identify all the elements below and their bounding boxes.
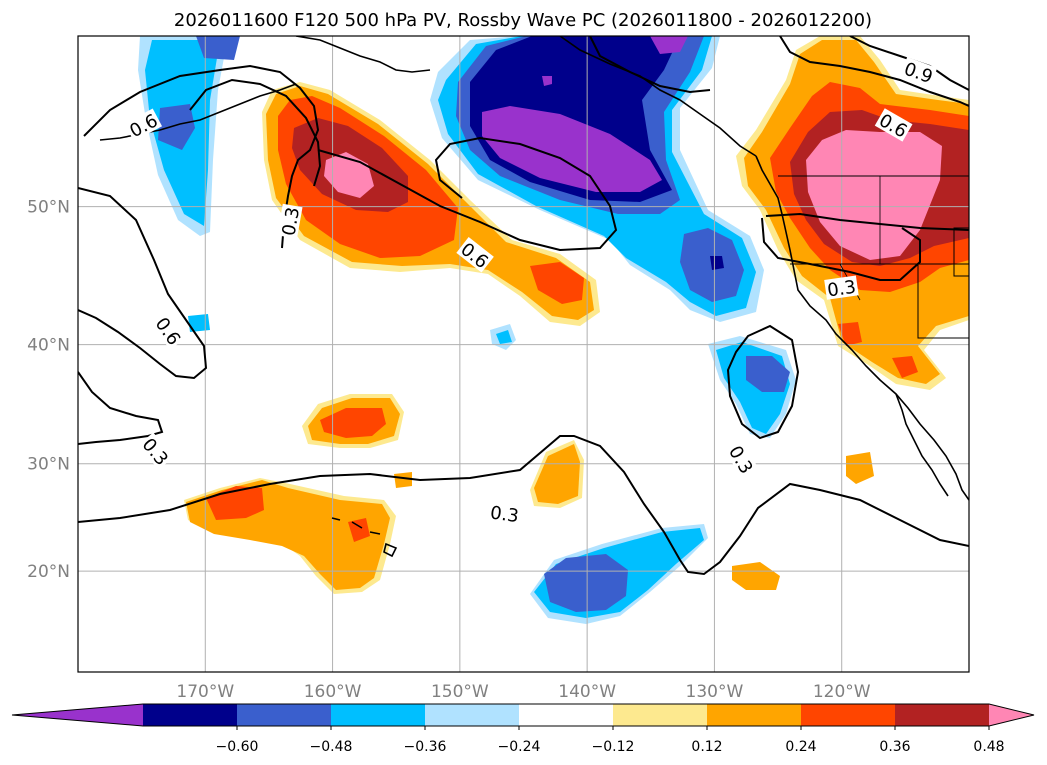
neg-anomaly-ca-core [746, 356, 790, 392]
lat-tick-label: 30°N [27, 455, 70, 475]
contour-0.6-north [589, 36, 711, 94]
pos-anomaly-sub-east-core [534, 444, 580, 504]
baja-peninsula [895, 393, 949, 497]
neg-anomaly-gulf-core [482, 106, 662, 192]
pos-anomaly-sub-1c [320, 408, 386, 438]
colorbar-outline [11, 703, 1035, 727]
alaska-coast [295, 36, 757, 157]
neg-anomaly-west-inner [158, 104, 195, 150]
contour-label-halo [124, 108, 163, 142]
contour-label-halo [137, 432, 174, 470]
contour-0.6-coast-loop [761, 217, 921, 281]
contour-0.6-northwest [83, 64, 320, 249]
pnw-coast [755, 155, 969, 501]
contour-label: 0.3 [489, 502, 520, 527]
lon-tick-label: 130°W [686, 682, 744, 702]
coastlines [99, 36, 969, 558]
colorbar-segment [237, 704, 332, 726]
pos-anomaly-tiny [394, 472, 412, 488]
lon-tick-label: 120°W [813, 682, 871, 702]
us-canada-border [778, 175, 969, 339]
contour-label-halo [874, 108, 913, 142]
lat-tick-label: 20°N [27, 562, 70, 582]
pos-anomaly-mex [846, 452, 874, 484]
colorbar-tick-label: 0.36 [879, 739, 910, 755]
neg-anomaly-dot-west [188, 314, 210, 332]
contour-label-halo [824, 275, 859, 300]
colorbar-tick-label: 0.12 [691, 739, 722, 755]
contour-label-halo [724, 440, 759, 479]
colorbar: −0.60 −0.48 −0.36 −0.24 −0.12 0.12 0.24 0.36 0.4… [11, 703, 1035, 755]
colorbar-tick-label: −0.36 [404, 739, 447, 755]
colorbar-tick-label: 0.24 [785, 739, 816, 755]
contour-label: 0.3 [279, 206, 305, 238]
colorbar-segment [331, 704, 426, 726]
lon-tick-label: 150°W [431, 682, 489, 702]
lon-tick-label: 160°W [304, 682, 362, 702]
lat-tick-label: 40°N [27, 336, 70, 356]
contour-label: 0.3 [826, 277, 857, 302]
colorbar-tick-label: −0.24 [498, 739, 541, 755]
contour-0.3-west [78, 371, 164, 445]
contour-0.3-loop [189, 78, 322, 187]
contour-0.6-coast-north [779, 36, 969, 107]
contour-0.3-ca-loop [726, 324, 800, 440]
neg-anomaly-sub-core [710, 256, 724, 270]
pos-anomaly-aleutian-mid [530, 262, 584, 304]
colorbar-segment [707, 704, 802, 726]
neg-anomaly-dot-mid-core [496, 330, 512, 344]
pos-anomaly-socal-2 [892, 356, 918, 378]
colorbar-segment [895, 704, 990, 726]
lon-tick-label: 170°W [176, 682, 234, 702]
neg-anomaly-north-core [650, 36, 688, 54]
colorbar-tick-label: 0.48 [973, 739, 1004, 755]
map-frame [77, 35, 970, 673]
colorbar-extend-max [989, 704, 1034, 726]
colorbar-segment [143, 704, 238, 726]
colorbar-segment [425, 704, 520, 726]
pos-anomaly-baja-2 [732, 562, 780, 590]
colorbar-tick-label: −0.60 [216, 739, 259, 755]
neg-anomaly-south-core [544, 554, 628, 612]
colorbar-extend-min [12, 704, 143, 726]
colorbar-segment [801, 704, 896, 726]
lat-tick-label: 50°N [27, 198, 70, 218]
contour-label-halo [151, 311, 187, 350]
neg-anomaly-west-top [196, 36, 240, 60]
colorbar-tick-label: −0.48 [310, 739, 353, 755]
contour-label-group: 0.3 [277, 203, 305, 239]
contour-0.3-main [78, 435, 969, 576]
lon-tick-label: 140°W [558, 682, 616, 702]
pv-contours [78, 36, 969, 576]
contour-0.6-main [78, 187, 208, 380]
longitude-axis-labels: 170°W 160°W 150°W 140°W 130°W 120°W [176, 682, 870, 702]
contour-label-halo [900, 57, 938, 87]
map-panel: 0.60.30.60.60.30.30.30.30.60.9 [78, 36, 969, 672]
contour-label-group: 0.3 [824, 275, 859, 302]
pos-anomaly-socal [838, 322, 862, 346]
pos-anomaly-hawaii-red-2 [348, 518, 370, 542]
figure-title: 2026011600 F120 500 hPa PV, Rossby Wave … [174, 10, 872, 31]
contour-0.3-coast [765, 212, 969, 231]
colorbar-segment [613, 704, 708, 726]
latitude-axis-labels: 20°N 30°N 40°N 50°N [27, 198, 70, 583]
hawaii-islands [331, 517, 398, 558]
pv-shading [138, 36, 969, 624]
contour-0.6-gulf [317, 136, 618, 252]
neg-anomaly-gulf-small [542, 76, 552, 86]
contour-label-halo [487, 501, 522, 526]
contour-label-halo [456, 237, 494, 273]
colorbar-segment [519, 704, 614, 726]
colorbar-tick-label: −0.12 [592, 739, 635, 755]
contour-label-halo [277, 203, 303, 239]
contour-label-group: 0.3 [487, 501, 522, 527]
contour-labels: 0.60.30.60.60.30.30.30.30.60.9 [124, 57, 938, 527]
